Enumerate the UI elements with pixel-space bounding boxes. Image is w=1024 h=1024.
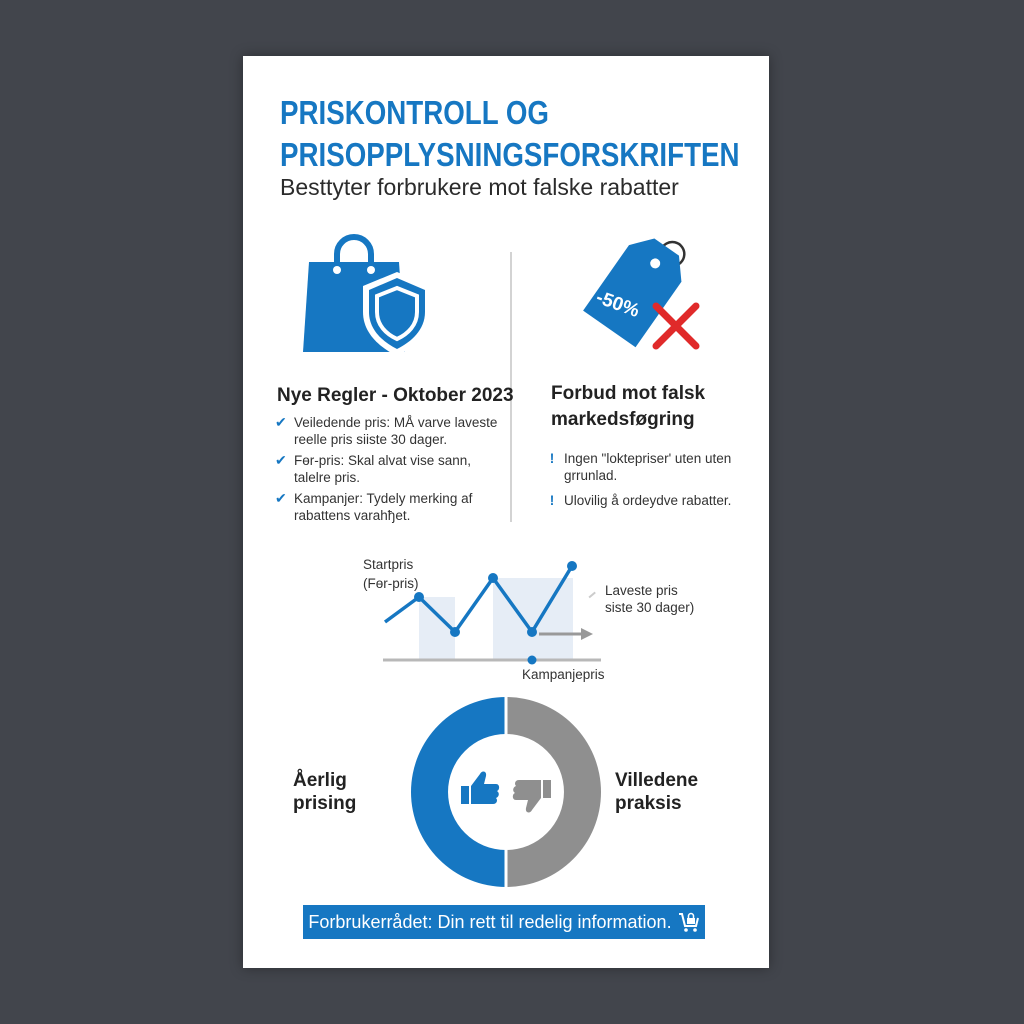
title-line-2: PRISOPPLYSNINGSFORSKRIFTEN	[280, 136, 740, 173]
campaign-price-point	[527, 655, 537, 665]
item-text: Veiledende pris: MÅ varve laveste reelle…	[294, 415, 498, 447]
list-item: ✔ Fөr-pris: Skal alvat vise sann, talelre…	[275, 452, 505, 486]
price-tag-cross-icon: -50%	[583, 238, 700, 350]
donut-segment-misleading	[506, 697, 601, 887]
lowest-label-line-2: siste 30 dager)	[605, 600, 695, 615]
infographic-card: PRISKONTROLL OG PRISOPPLYSNINGSFORSKRIFT…	[243, 56, 769, 968]
exclamation-icon: !	[549, 451, 555, 466]
item-text: Ulovilig å ordeydve rabatter.	[564, 493, 732, 508]
arrow-head	[581, 628, 593, 640]
shopping-bag-shield-icon	[303, 234, 431, 356]
subtitle: Besttyter forbrukere mot falske rabatter	[280, 174, 679, 200]
misleading-label-line-2: praksis	[615, 793, 682, 814]
item-text: Kampanjer: Tydely merking af rabattens v…	[294, 491, 473, 523]
misleading-practice-label: Villedene praksis	[615, 769, 698, 815]
cross-icon	[652, 302, 700, 350]
price-point	[488, 573, 498, 583]
honest-label-line-2: prising	[293, 793, 357, 814]
item-text: Ingen "loktepriser' uten uten grrunlad.	[564, 451, 732, 483]
check-circle-icon: ✔	[275, 452, 287, 468]
price-point	[414, 592, 424, 602]
thumbs-down-icon	[512, 780, 551, 813]
shaded-period	[493, 578, 573, 660]
price-history-chart	[383, 561, 601, 665]
shopping-cart-lock-icon	[678, 912, 699, 932]
exclamation-icon: !	[549, 493, 555, 508]
price-point	[527, 627, 537, 637]
right-heading-line-2: markedsføgring	[551, 409, 695, 430]
right-heading-line-1: Forbud mot falsk	[551, 383, 706, 404]
check-circle-icon: ✔	[275, 414, 287, 430]
thumbs-up-icon	[461, 771, 500, 804]
price-point	[450, 627, 460, 637]
rules-list: ✔ Veiledende pris: MÅ varve laveste reell…	[275, 414, 505, 524]
campaign-price-label: Kampanjepris	[522, 667, 605, 682]
item-text: Fөr-pris: Skal alvat vise sann, talelre …	[294, 453, 472, 485]
list-item: ✔ Veiledende pris: MÅ varve laveste reell…	[275, 414, 505, 448]
right-heading: Forbud mot falsk markedsføgring	[551, 381, 705, 433]
start-label-line-1: Startpris	[363, 557, 414, 572]
honest-pricing-label: Åerlig prising	[293, 769, 356, 815]
list-item: ! Ulovilig å ordeydve rabatter.	[545, 492, 745, 509]
left-heading: Nye Regler - Oktober 2023	[277, 385, 514, 406]
footer-text: Forbrukerrådet: Din rett til redelig inf…	[308, 911, 672, 932]
start-price-label: Startpris (Fөr-pris)	[363, 555, 419, 593]
title-line-1: PRISKONTROLL OG	[280, 94, 550, 131]
list-item: ✔ Kampanjer: Tydely merking af rabattens …	[275, 490, 505, 524]
list-item: ! Ingen "loktepriser' uten uten grrunlad.	[545, 450, 745, 484]
check-circle-icon: ✔	[275, 490, 287, 506]
honest-vs-misleading-donut	[411, 694, 601, 890]
section-divider	[510, 252, 512, 522]
donut-segment-honest	[411, 697, 506, 887]
page-title: PRISKONTROLL OG PRISOPPLYSNINGSFORSKRIFT…	[280, 92, 740, 176]
misleading-label-line-1: Villedene	[615, 770, 699, 791]
price-line	[383, 565, 574, 636]
start-label-line-2: (Fөr-pris)	[363, 576, 419, 591]
prohibitions-list: ! Ingen "loktepriser' uten uten grrunlad.…	[545, 450, 745, 509]
lowest-label-line-1: Laveste pris	[605, 583, 678, 598]
lowest-price-label: Laveste pris siste 30 dager)	[605, 582, 694, 616]
footer-banner: Forbrukerrådet: Din rett til redelig inf…	[303, 905, 705, 939]
honest-label-line-1: Åerlig	[293, 770, 347, 791]
price-point	[567, 561, 577, 571]
